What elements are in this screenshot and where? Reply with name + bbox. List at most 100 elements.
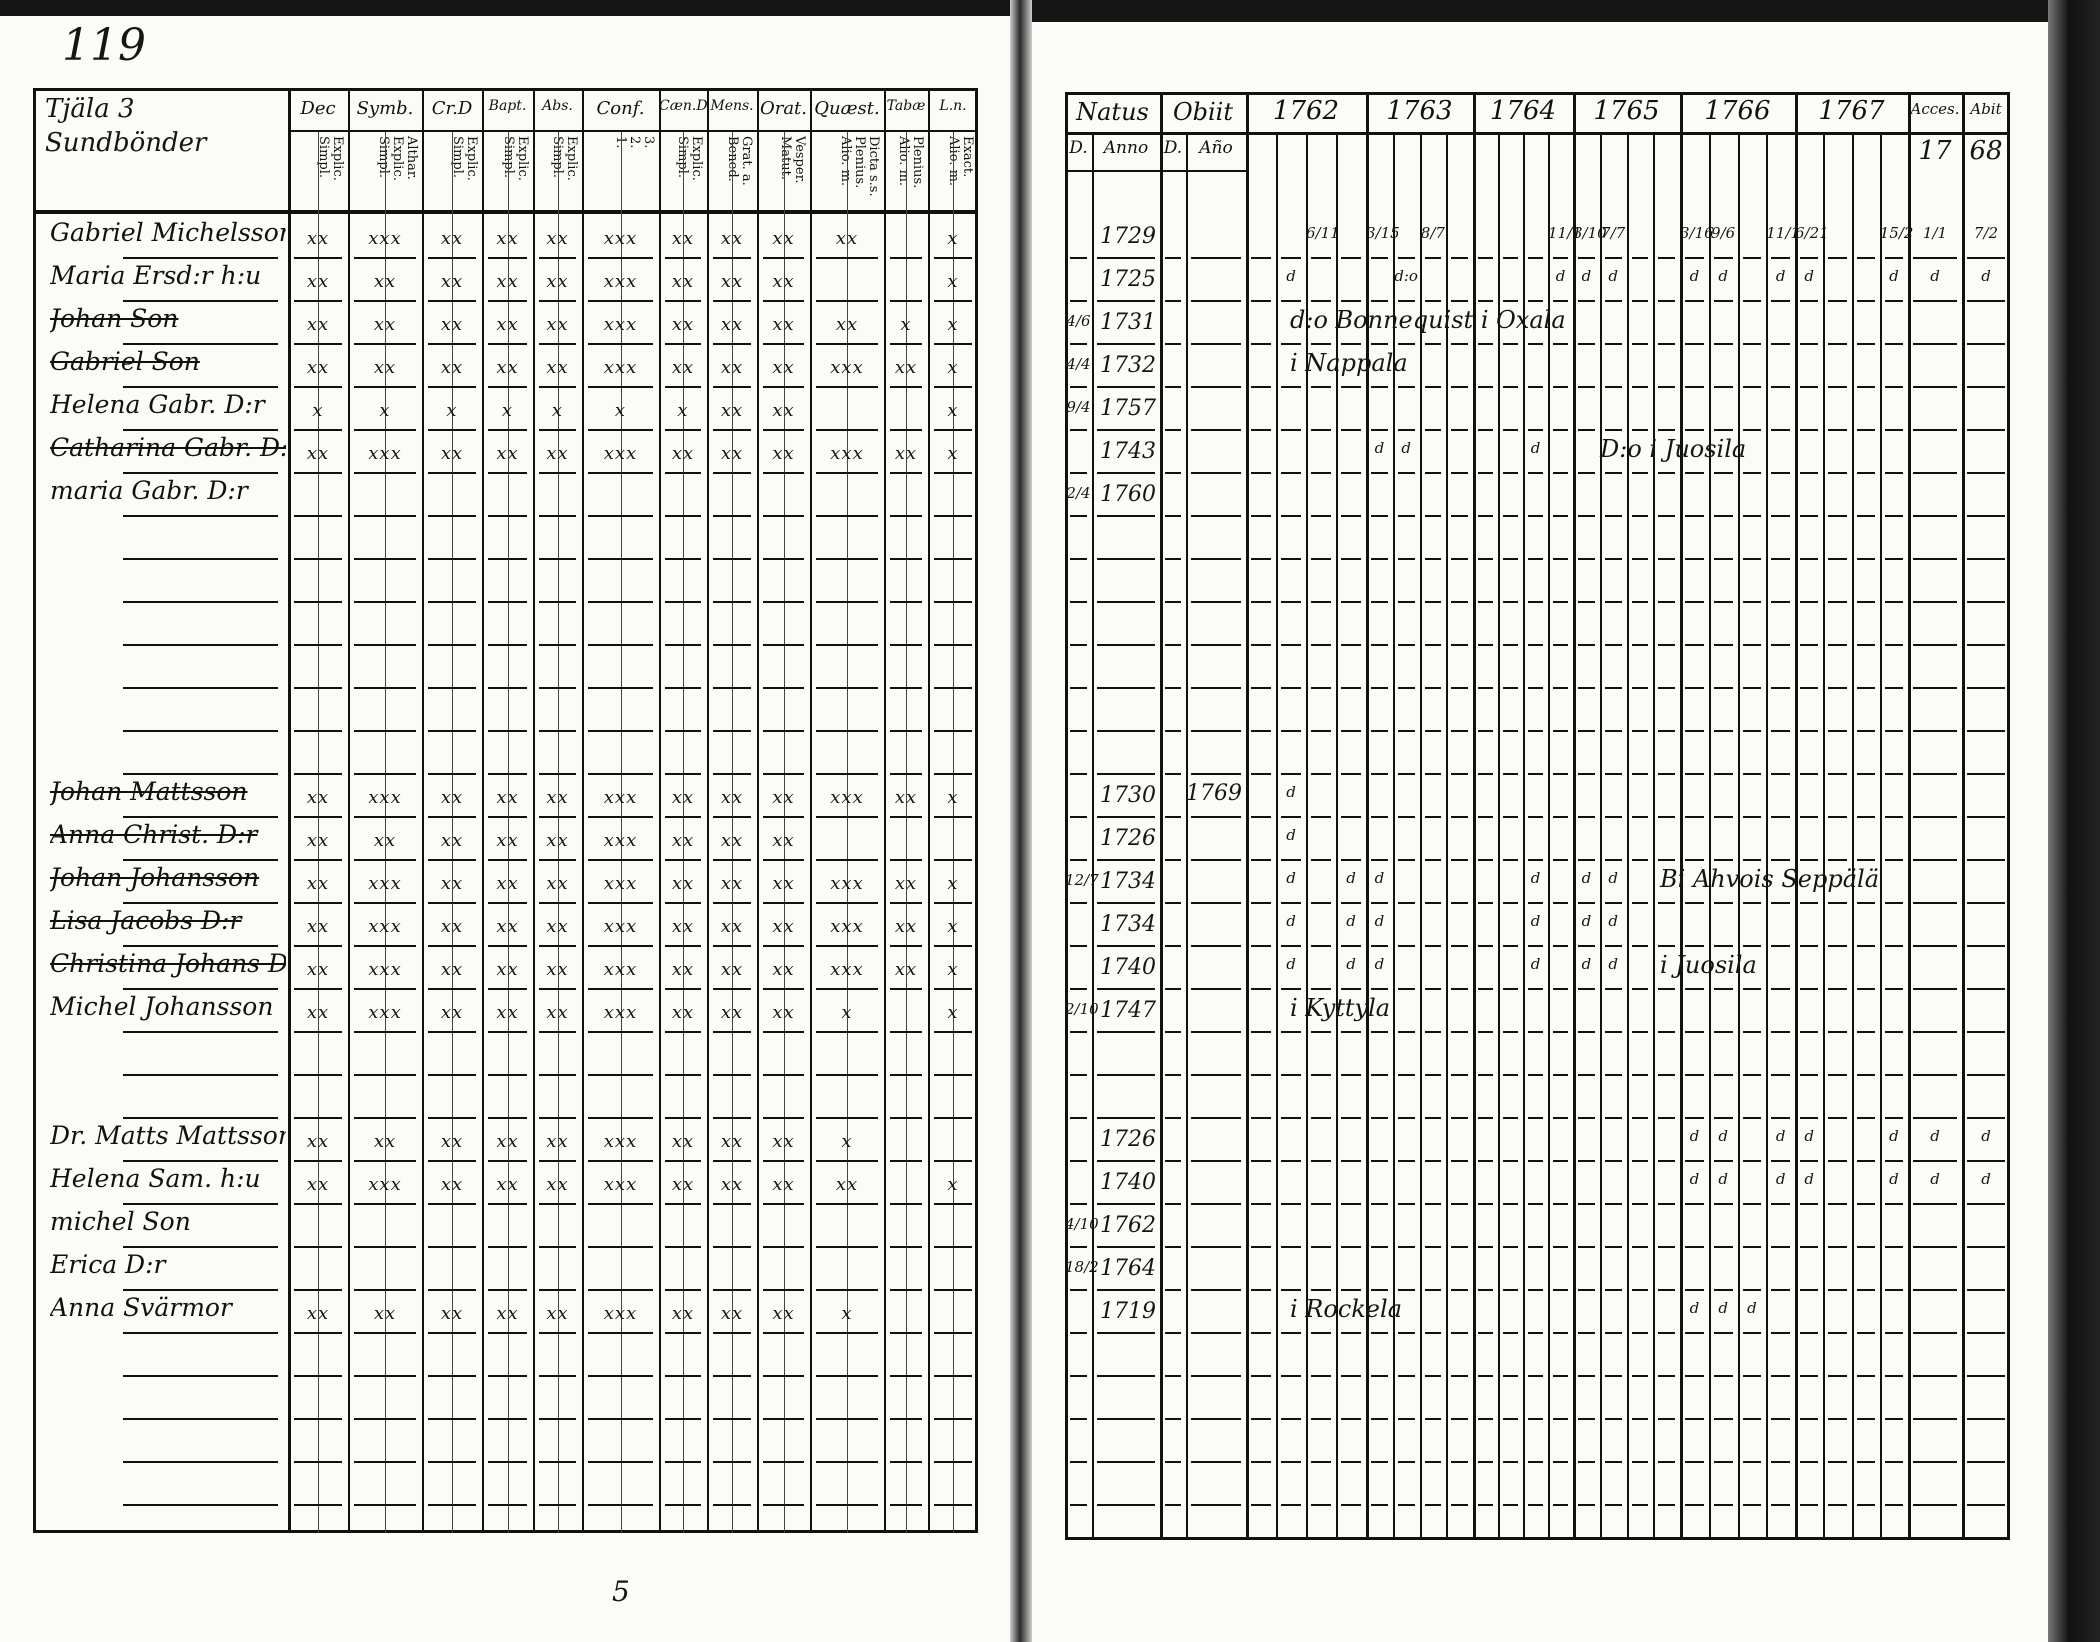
row-rule: [1397, 816, 1415, 818]
row-rule: [428, 429, 476, 431]
row-rule: [1165, 1074, 1181, 1076]
row-rule: [890, 730, 922, 732]
knowledge-mark: xx: [306, 959, 330, 980]
row-rule: [1884, 1332, 1903, 1334]
row-rule: [539, 1160, 576, 1162]
row-rule: [1685, 988, 1704, 990]
row-rule: [1311, 1504, 1331, 1506]
row-rule: [1631, 429, 1649, 431]
natus-year-header: Anno: [1103, 138, 1149, 158]
row-rule: [1503, 300, 1518, 302]
knowledge-mark: xx: [772, 228, 795, 249]
knowledge-mark: xx: [440, 830, 464, 851]
knowledge-mark: xxx: [603, 787, 638, 808]
row-rule: [1713, 687, 1733, 689]
row-rule: [1742, 1160, 1762, 1162]
row-rule: [1913, 816, 1957, 818]
row-rule: [890, 472, 922, 474]
row-rule: [1713, 1246, 1733, 1248]
row-rule: [665, 558, 701, 560]
row-rule: [1742, 1031, 1762, 1033]
row-rule: [1800, 859, 1819, 861]
row-rule: [1191, 1160, 1241, 1162]
row-rule: [488, 1031, 527, 1033]
row-rule: [1165, 730, 1181, 732]
knowledge-mark: xxx: [603, 1174, 638, 1195]
row-rule: [1451, 429, 1468, 431]
row-rule: [1251, 1203, 1271, 1205]
knowledge-mark: xx: [720, 357, 744, 378]
subcolumn-divider: [1276, 132, 1278, 1540]
row-rule: [354, 859, 416, 861]
row-rule: [1631, 1074, 1649, 1076]
attendance-mark: 6/21: [1795, 224, 1829, 242]
row-rule: [1371, 1461, 1388, 1463]
knowledge-mark: xx: [720, 787, 744, 808]
row-rule: [665, 515, 701, 517]
row-rule: [1528, 1031, 1543, 1033]
row-rule: [1251, 816, 1271, 818]
row-rule: [763, 730, 804, 732]
row-rule: [1685, 1461, 1704, 1463]
row-rule: [1828, 558, 1847, 560]
row-rule: [1913, 687, 1957, 689]
knowledge-mark: xx: [720, 314, 744, 335]
row-rule: [123, 816, 278, 818]
row-rule: [1478, 1418, 1493, 1420]
row-rule: [1800, 1332, 1819, 1334]
row-rule: [354, 1375, 416, 1377]
knowledge-mark: xx: [671, 357, 695, 378]
row-rule: [1800, 644, 1819, 646]
row-rule: [1604, 730, 1622, 732]
column-sublabel-0: Explic. Simpl.: [316, 136, 345, 181]
row-rule: [763, 859, 804, 861]
row-rule: [1658, 1418, 1675, 1420]
subcolumn-divider: [1306, 132, 1308, 1540]
person-name: Johan Son: [50, 304, 179, 333]
row-rule: [1800, 1246, 1819, 1248]
knowledge-mark: xx: [894, 443, 918, 464]
row-rule: [588, 429, 653, 431]
row-rule: [1097, 1203, 1155, 1205]
row-rule: [1251, 1074, 1271, 1076]
row-rule: [1553, 859, 1568, 861]
row-rule: [1165, 429, 1181, 431]
row-rule: [890, 773, 922, 775]
row-rule: [1658, 1160, 1675, 1162]
row-rule: [539, 1203, 576, 1205]
knowledge-mark: xx: [671, 1002, 695, 1023]
place-note: d:o Bonnequist i Oxala: [1290, 306, 1566, 334]
row-rule: [1503, 386, 1518, 388]
row-rule: [1604, 816, 1622, 818]
row-rule: [1503, 859, 1518, 861]
row-rule: [1742, 1461, 1762, 1463]
row-rule: [588, 558, 653, 560]
row-rule: [294, 558, 342, 560]
row-rule: [1604, 1289, 1622, 1291]
knowledge-mark: xxx: [603, 1002, 638, 1023]
row-rule: [1913, 1074, 1957, 1076]
row-rule: [1341, 1504, 1361, 1506]
column-divider: [810, 88, 812, 1533]
row-rule: [1967, 730, 2005, 732]
row-rule: [1771, 1461, 1790, 1463]
row-rule: [934, 1203, 972, 1205]
row-rule: [1604, 1418, 1622, 1420]
row-rule: [1281, 1203, 1301, 1205]
row-rule: [1191, 558, 1241, 560]
row-rule: [1311, 988, 1331, 990]
row-rule: [1771, 902, 1790, 904]
row-rule: [1311, 1160, 1331, 1162]
row-rule: [1341, 644, 1361, 646]
knowledge-mark: xx: [440, 271, 464, 292]
row-rule: [1713, 902, 1733, 904]
row-rule: [1967, 601, 2005, 603]
birth-day: 2/10: [1065, 1000, 1099, 1018]
row-rule: [1828, 816, 1847, 818]
row-rule: [713, 1203, 751, 1205]
row-rule: [1578, 1203, 1595, 1205]
birth-year: 1734: [1100, 912, 1156, 937]
column-divider: [582, 88, 584, 1533]
knowledge-mark: xx: [306, 228, 330, 249]
row-rule: [1097, 1031, 1155, 1033]
